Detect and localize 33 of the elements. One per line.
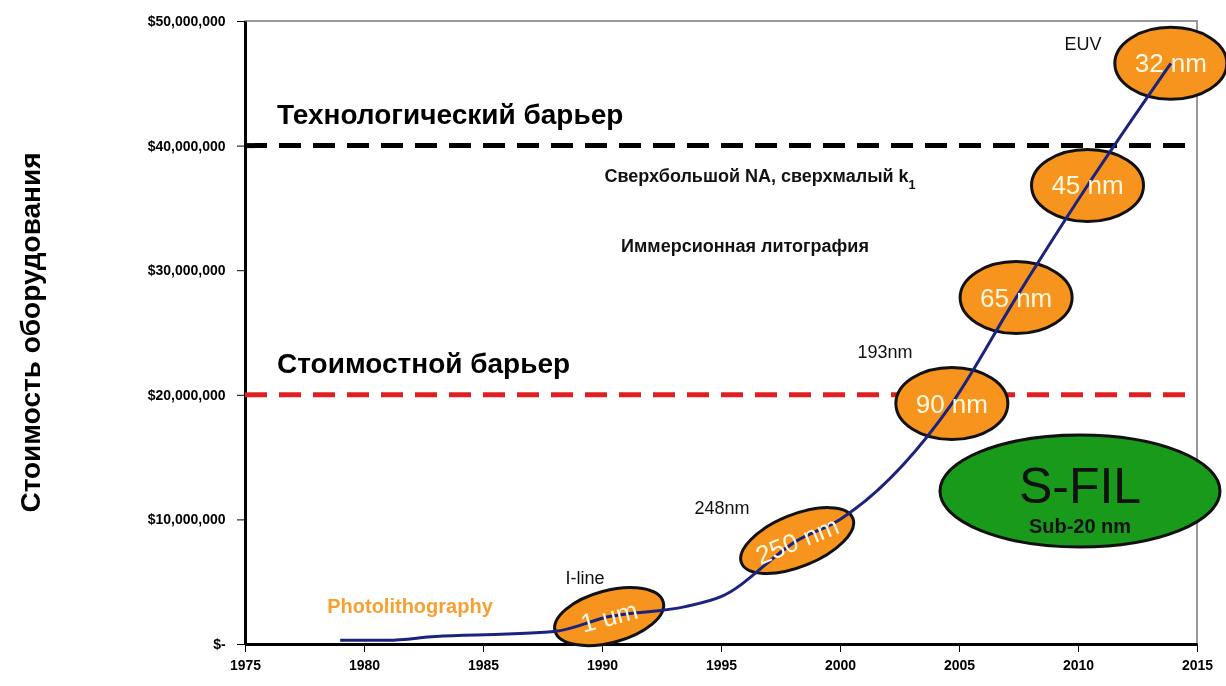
- x-tick-label: 1990: [586, 657, 619, 674]
- annotation: Сверхбольшой NA, сверхмалый k$_{1}$: [604, 166, 916, 192]
- annotation: 248nm: [694, 498, 750, 518]
- x-tick-label: 1975: [229, 657, 262, 674]
- annotation: 32 nm: [1134, 48, 1207, 79]
- y-tick-label: $30,000,000: [147, 262, 226, 279]
- annotation: S-FIL: [1018, 458, 1142, 514]
- ref-line-label: Стоимостной барьер: [277, 347, 571, 379]
- annotation: 45 nm: [1051, 170, 1124, 201]
- annotation: Photolithography: [327, 595, 494, 617]
- y-tick-label: $40,000,000: [147, 137, 226, 154]
- x-tick-label: 2010: [1062, 657, 1095, 674]
- x-tick-label: 1995: [705, 657, 738, 674]
- annotation: EUV: [1064, 34, 1102, 54]
- y-axis-title: Стоимость оборудования: [15, 152, 46, 513]
- annotation: 65 nm: [979, 282, 1053, 313]
- annotation: 90 nm: [915, 388, 988, 419]
- y-tick-label: $10,000,000: [147, 511, 226, 528]
- x-tick-label: 2000: [824, 657, 857, 674]
- ref-line-label: Технологический барьер: [277, 98, 624, 130]
- x-tick-label: 2005: [943, 657, 976, 674]
- x-tick-label: 1980: [348, 657, 381, 674]
- annotation: 250 nm: [751, 510, 843, 571]
- y-tick-label: $-: [213, 635, 226, 652]
- y-tick-label: $20,000,000: [147, 386, 226, 403]
- annotation: 193nm: [857, 342, 913, 362]
- x-tick-label: 1985: [467, 657, 500, 674]
- annotation: I-line: [565, 568, 605, 588]
- annotation: Иммерсионная литография: [621, 236, 869, 256]
- annotation: Sub-20 nm: [1028, 515, 1132, 537]
- y-tick-label: $50,000,000: [147, 12, 226, 29]
- annotation: 1 um: [577, 594, 641, 639]
- x-tick-label: 2015: [1181, 657, 1214, 674]
